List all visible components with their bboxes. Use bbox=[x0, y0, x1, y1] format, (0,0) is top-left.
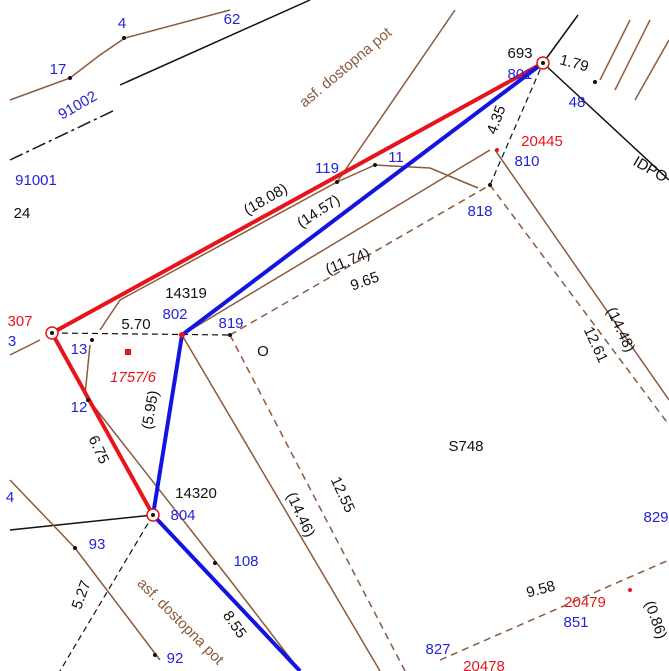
map-label: 119 bbox=[315, 160, 339, 177]
point bbox=[495, 148, 499, 152]
map-label: 693 bbox=[507, 45, 532, 62]
map-label: 20478 bbox=[463, 658, 505, 671]
cadastral-map: 6241791002asf. dostopna pot6938011.79484… bbox=[0, 0, 669, 671]
map-label: 801 bbox=[507, 66, 532, 83]
map-label: 91001 bbox=[15, 172, 57, 189]
map-label: 4 bbox=[6, 489, 14, 506]
map-label: 24 bbox=[14, 205, 31, 222]
point bbox=[335, 180, 339, 184]
point bbox=[213, 561, 217, 565]
map-label: 829 bbox=[643, 509, 668, 526]
point bbox=[90, 338, 94, 342]
map-label: 20479 bbox=[564, 594, 606, 611]
map-label: 108 bbox=[233, 553, 258, 570]
map-label: 12 bbox=[71, 399, 88, 416]
map-label: 93 bbox=[89, 536, 106, 553]
point bbox=[228, 333, 232, 337]
point bbox=[73, 546, 77, 550]
map-label: 819 bbox=[218, 315, 243, 332]
map-label: S748 bbox=[448, 438, 483, 455]
point bbox=[122, 36, 126, 40]
map-label: 20445 bbox=[521, 133, 563, 150]
point bbox=[373, 163, 377, 167]
parcel-marker bbox=[125, 349, 131, 355]
map-label: 851 bbox=[563, 614, 588, 631]
point bbox=[50, 331, 54, 335]
point bbox=[179, 332, 185, 338]
map-label: 804 bbox=[170, 507, 195, 524]
map-label: 92 bbox=[167, 650, 184, 667]
map-label: 62 bbox=[224, 11, 241, 28]
point bbox=[593, 80, 597, 84]
map-label: 14320 bbox=[175, 485, 217, 502]
map-label: 5.70 bbox=[121, 316, 150, 333]
map-label: 4 bbox=[118, 15, 126, 32]
point bbox=[541, 61, 545, 65]
map-label: 14319 bbox=[165, 285, 207, 302]
map-label: 48 bbox=[569, 94, 586, 111]
point bbox=[151, 513, 155, 517]
map-label: 802 bbox=[162, 306, 187, 323]
point bbox=[68, 76, 72, 80]
point bbox=[153, 653, 157, 657]
map-label: 1757/6 bbox=[110, 369, 157, 386]
map-label: 810 bbox=[514, 153, 539, 170]
point bbox=[628, 588, 632, 592]
map-label: 17 bbox=[50, 61, 67, 78]
map-label: 13 bbox=[71, 341, 88, 358]
map-label: 3 bbox=[8, 333, 16, 350]
map-label: 11 bbox=[388, 149, 404, 166]
map-label: 818 bbox=[467, 203, 492, 220]
map-label: 307 bbox=[7, 313, 32, 330]
point bbox=[488, 183, 492, 187]
map-label: O bbox=[257, 343, 269, 360]
map-label: 827 bbox=[425, 641, 450, 658]
